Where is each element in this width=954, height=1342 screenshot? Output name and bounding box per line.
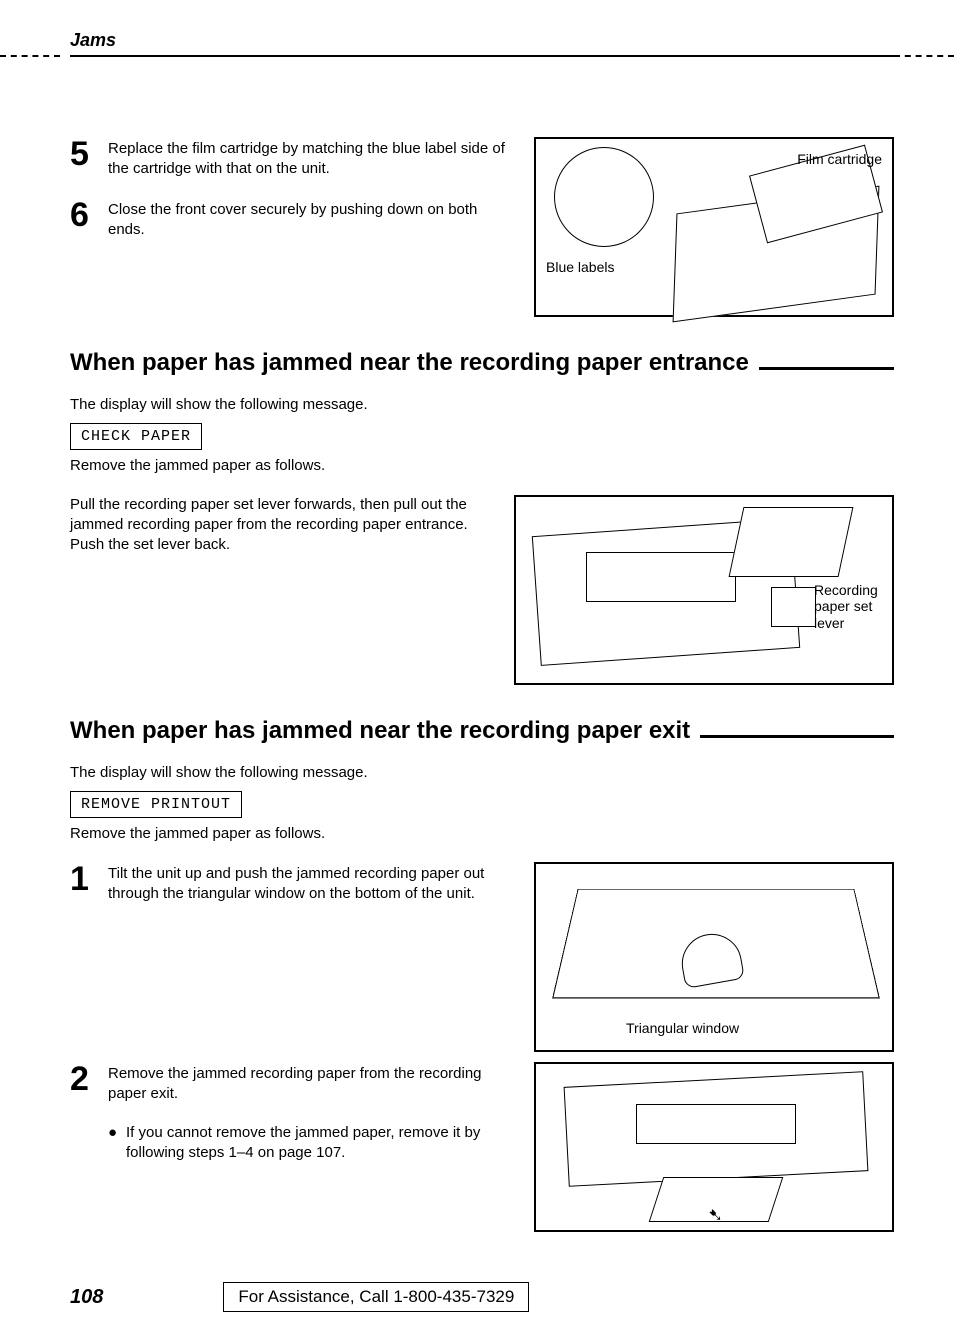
page-footer: 108 For Assistance, Call 1-800-435-7329 (70, 1282, 894, 1312)
step-text: Close the front cover securely by pushin… (108, 198, 510, 241)
exit-step1-row: 1 Tilt the unit up and push the jammed r… (70, 862, 894, 1052)
heading-text: When paper has jammed near the recording… (70, 349, 749, 377)
bullet-note: ● If you cannot remove the jammed paper,… (70, 1123, 514, 1164)
label-blue-labels: Blue labels (546, 259, 615, 275)
step-number: 6 (70, 198, 108, 232)
assistance-box: For Assistance, Call 1-800-435-7329 (223, 1282, 529, 1312)
page-number: 108 (70, 1286, 103, 1309)
entrance-instruction: Pull the recording paper set lever forwa… (70, 495, 494, 556)
step-text: Replace the film cartridge by matching t… (108, 137, 510, 180)
label-triangular-window: Triangular window (626, 1020, 739, 1036)
exit-step2-col: 2 Remove the jammed recording paper from… (70, 1062, 514, 1163)
intro-text: The display will show the following mess… (70, 395, 894, 415)
entrance-row: Pull the recording paper set lever forwa… (70, 495, 894, 685)
step-number: 5 (70, 137, 108, 171)
step-2: 2 Remove the jammed recording paper from… (70, 1062, 514, 1105)
display-remove-printout: REMOVE PRINTOUT (70, 791, 242, 818)
illustration-film-cartridge: Film cartridge Blue labels (534, 137, 894, 317)
bullet-text: If you cannot remove the jammed paper, r… (126, 1123, 514, 1164)
step-5: 5 Replace the film cartridge by matching… (70, 137, 510, 180)
heading-rule (700, 735, 894, 738)
exit-step2-row: 2 Remove the jammed recording paper from… (70, 1062, 894, 1232)
heading-text: When paper has jammed near the recording… (70, 717, 690, 745)
heading-exit: When paper has jammed near the recording… (70, 717, 894, 745)
step-text: Remove the jammed recording paper from t… (108, 1062, 514, 1105)
exit-step1-col: 1 Tilt the unit up and push the jammed r… (70, 862, 514, 923)
bullet-icon: ● (108, 1123, 126, 1164)
after-display-text: Remove the jammed paper as follows. (70, 456, 894, 476)
step-number: 1 (70, 862, 108, 896)
top-block: 5 Replace the film cartridge by matching… (70, 137, 894, 317)
after-display-text-exit: Remove the jammed paper as follows. (70, 824, 894, 844)
step-number: 2 (70, 1062, 108, 1096)
step-6: 6 Close the front cover securely by push… (70, 198, 510, 241)
illustration-triangular-window: Triangular window (534, 862, 894, 1052)
top-steps: 5 Replace the film cartridge by matching… (70, 137, 510, 317)
heading-entrance: When paper has jammed near the recording… (70, 349, 894, 377)
illustration-paper-exit: ➷ (534, 1062, 894, 1232)
step-text: Tilt the unit up and push the jammed rec… (108, 862, 514, 905)
display-check-paper: CHECK PAPER (70, 423, 202, 450)
intro-text-exit: The display will show the following mess… (70, 763, 894, 783)
chapter-title: Jams (70, 30, 894, 55)
illustration-set-lever: Recording paper set lever (514, 495, 894, 685)
heading-rule (759, 367, 894, 370)
label-set-lever: Recording paper set lever (814, 582, 886, 632)
header-rule (70, 55, 894, 57)
label-film-cartridge: Film cartridge (797, 151, 882, 167)
arrow-icon: ➷ (708, 1205, 723, 1226)
step-1: 1 Tilt the unit up and push the jammed r… (70, 862, 514, 905)
